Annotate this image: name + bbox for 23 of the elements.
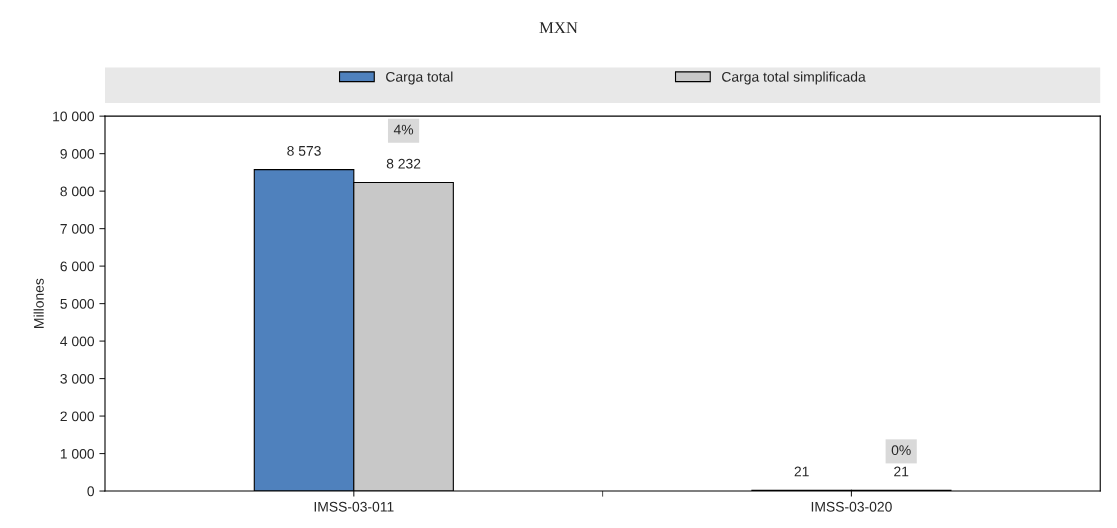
x-tick-label: IMSS-03-020 [811,501,892,512]
chart-title: MXN [539,22,578,34]
y-tick-label: 7 000 [60,223,95,234]
y-tick-label: 6 000 [60,261,95,272]
y-tick-label: 10 000 [53,111,95,122]
y-axis-title: Millones [33,278,44,328]
y-tick-label: 9 000 [60,148,95,159]
y-tick-label: 2 000 [60,411,95,422]
y-tick-label: 3 000 [60,373,95,384]
data-label: 21 [794,466,809,477]
legend-label: Carga total [386,71,453,85]
annotation: 4% [393,124,414,135]
x-tick-label: IMSS-03-011 [314,501,394,512]
annotation: 0% [891,445,911,456]
legend-label: Carga total simplificada [722,71,866,85]
data-label: 8 573 [287,145,321,156]
y-tick-label: 4 000 [60,336,95,347]
data-label: 21 [894,466,909,477]
y-tick-label: 1 000 [60,448,95,459]
y-tick-label: 8 000 [60,186,95,197]
y-tick-label: 0 [87,486,95,497]
data-label: 8 232 [386,158,421,169]
y-tick-label: 5 000 [60,298,95,309]
